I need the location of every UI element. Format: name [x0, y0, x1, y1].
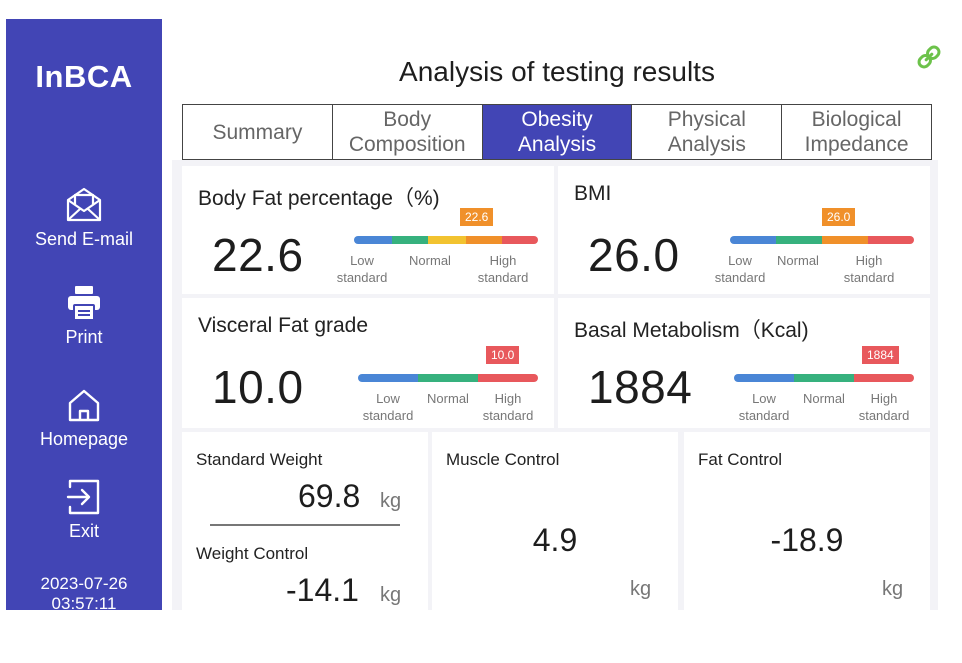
homepage-button[interactable]: Homepage	[6, 383, 162, 450]
body-fat-value: 22.6	[212, 229, 304, 281]
bmi-value: 26.0	[588, 229, 680, 281]
homepage-label: Homepage	[39, 429, 129, 449]
scale-high-label: High standard	[477, 253, 529, 285]
scale-low-label: Low standard	[738, 391, 790, 423]
app-logo: InBCA	[35, 59, 133, 94]
visceral-fat-title: Visceral Fat grade	[198, 314, 369, 337]
bmi-title: BMI	[574, 182, 612, 205]
tab-label-line1: Body	[383, 108, 432, 131]
standard-weight-label: Standard Weight	[196, 450, 323, 469]
tab-physical-analysis[interactable]: Physical Analysis	[632, 105, 783, 159]
date-time: 2023-07-26 03:57:11	[6, 574, 162, 610]
body-fat-title: Body Fat percentage（%)	[198, 187, 440, 210]
muscle-control-value: 4.9	[532, 522, 578, 558]
basal-metabolism-title: Basal Metabolism（Kcal)	[574, 319, 809, 342]
basal-metabolism-marker: 1884	[862, 346, 899, 364]
printer-icon	[62, 281, 106, 325]
exit-button[interactable]: Exit	[6, 475, 162, 542]
home-icon	[62, 383, 106, 427]
scale-normal-label: Normal	[777, 253, 819, 268]
tab-label-line2: Impedance	[804, 133, 909, 156]
page-title: Analysis of testing results	[399, 56, 715, 87]
print-label: Print	[65, 327, 103, 347]
standard-weight-value: 69.8	[298, 478, 361, 514]
fat-control-value: -18.9	[770, 522, 844, 558]
scale-bar	[730, 236, 914, 244]
body-fat-card: Body Fat percentage（%) 22.6 22.6 Low stan…	[182, 166, 554, 294]
scale-high-label: High standard	[858, 391, 910, 423]
weight-card: Standard Weight 69.8 kg Weight Control -…	[182, 432, 428, 610]
scale-normal-label: Normal	[409, 253, 451, 268]
weight-control-value: -14.1	[286, 572, 359, 608]
tab-biological-impedance[interactable]: Biological Impedance	[782, 105, 931, 159]
weight-control-label: Weight Control	[196, 544, 309, 563]
tab-label-line2: Analysis	[667, 133, 746, 156]
fat-control-unit: kg	[882, 578, 904, 600]
bmi-card: BMI 26.0 26.0 Low standard Normal High sta…	[558, 166, 930, 294]
print-button[interactable]: Print	[6, 281, 162, 348]
exit-icon	[62, 475, 106, 519]
scale-bar	[358, 374, 538, 382]
divider	[210, 524, 400, 526]
scale-normal-label: Normal	[427, 391, 469, 406]
exit-label: Exit	[68, 521, 99, 541]
scale-bar	[734, 374, 914, 382]
tab-label-line1: Physical	[667, 108, 746, 131]
basal-metabolism-card: Basal Metabolism（Kcal) 1884 1884 Low stan…	[558, 298, 930, 428]
envelope-icon	[62, 183, 106, 227]
weight-control-unit: kg	[380, 584, 402, 606]
scale-low-label: Low standard	[714, 253, 766, 285]
scale-low-label: Low standard	[362, 391, 414, 423]
tab-label-line2: Composition	[348, 133, 466, 156]
send-email-label: Send E-mail	[34, 229, 134, 249]
scale-high-label: High standard	[843, 253, 895, 285]
sidebar: InBCA Send E-mail Print	[6, 19, 162, 610]
muscle-control-card: Muscle Control 4.9 kg	[432, 432, 678, 610]
scale-bar	[354, 236, 538, 244]
basal-metabolism-value: 1884	[588, 361, 693, 413]
body-fat-marker: 22.6	[460, 208, 494, 226]
visceral-fat-value: 10.0	[212, 361, 304, 413]
fat-control-card: Fat Control -18.9 kg	[684, 432, 930, 610]
time-text: 03:57:11	[51, 594, 117, 610]
tab-body-composition[interactable]: Body Composition	[333, 105, 483, 159]
scale-low-label: Low standard	[336, 253, 388, 285]
standard-weight-unit: kg	[380, 490, 402, 512]
tab-obesity-analysis[interactable]: Obesity Analysis	[482, 105, 633, 159]
visceral-fat-marker: 10.0	[486, 346, 520, 364]
tab-summary[interactable]: Summary	[183, 105, 333, 159]
analysis-panel: Body Fat percentage（%) 22.6 22.6 Low stan…	[172, 160, 938, 610]
muscle-control-unit: kg	[630, 578, 652, 600]
bmi-marker: 26.0	[822, 208, 856, 226]
scale-normal-label: Normal	[803, 391, 845, 406]
tab-bar: Summary Body Composition Obesity Analysi…	[182, 104, 932, 160]
scale-high-label: High standard	[482, 391, 534, 423]
tab-label-line2: Analysis	[517, 133, 597, 156]
tab-summary-label: Summary	[212, 120, 303, 144]
send-email-button[interactable]: Send E-mail	[6, 183, 162, 250]
fat-control-label: Fat Control	[698, 450, 783, 469]
tab-label-line1: Biological	[811, 108, 902, 131]
visceral-fat-card: Visceral Fat grade 10.0 10.0 Low standard…	[182, 298, 554, 428]
muscle-control-label: Muscle Control	[446, 450, 560, 469]
date-text: 2023-07-26	[40, 574, 128, 593]
tab-label-line1: Obesity	[521, 108, 593, 131]
link-icon[interactable]	[914, 42, 944, 72]
